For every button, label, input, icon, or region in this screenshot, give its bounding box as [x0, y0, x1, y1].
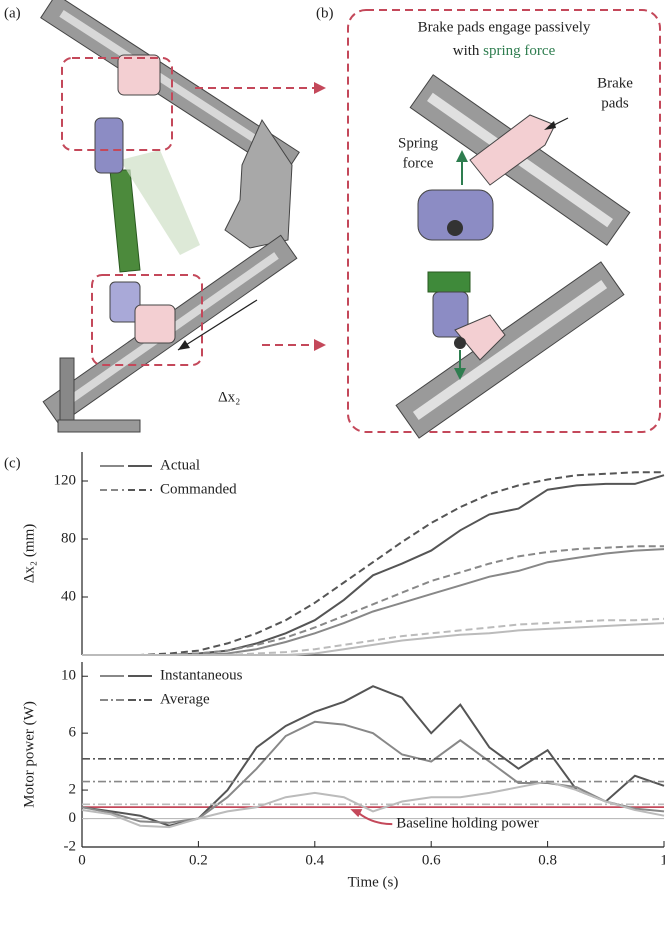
data-line — [82, 623, 664, 655]
y-axis-label: Motor power (W) — [21, 701, 37, 808]
x-tick-label: 0.6 — [422, 852, 441, 868]
legend-label: Actual — [160, 457, 200, 473]
y-tick-label: 2 — [69, 782, 77, 798]
brake-detail-drawing — [348, 10, 660, 438]
detail-title: with spring force — [453, 43, 556, 59]
y-tick-label: 80 — [61, 530, 76, 546]
detail-title: Brake pads engage passively — [418, 19, 591, 35]
legend-label: Average — [160, 691, 210, 707]
y-tick-label: 0 — [69, 810, 77, 826]
spring-force-label: force — [403, 155, 434, 171]
title-highlight: spring force — [483, 43, 555, 59]
x-tick-label: 0.8 — [538, 852, 557, 868]
arrow-head — [350, 809, 362, 817]
panel-label: (a) — [4, 5, 21, 21]
mechanism-drawing — [41, 0, 326, 432]
y-tick-label: 6 — [69, 725, 77, 741]
y-tick-label: 40 — [61, 588, 76, 604]
legend-label: Commanded — [160, 481, 237, 497]
y-axis-label: Δx₂ (mm) — [21, 524, 37, 583]
data-line — [82, 619, 664, 655]
x-tick-label: 0.4 — [305, 852, 324, 868]
x-tick-label: 1 — [660, 852, 665, 868]
y-tick-label: -2 — [64, 838, 77, 854]
legend-label: Instantaneous — [160, 667, 243, 683]
panel-label: (b) — [316, 5, 334, 21]
figure: (a) (b) (c) Δx₂ Brake pads engage passiv… — [0, 0, 665, 925]
x-tick-label: 0.2 — [189, 852, 208, 868]
delta-label: Δx₂ — [218, 389, 240, 405]
spring-force-label: Spring — [398, 135, 439, 151]
baseline-label: Baseline holding power — [396, 816, 538, 832]
x-tick-label: 0 — [78, 852, 86, 868]
title-text: with — [453, 43, 480, 59]
data-line — [82, 549, 664, 655]
x-axis-label: Time (s) — [348, 874, 399, 890]
baseline-arrow — [356, 811, 392, 824]
y-tick-label: 10 — [61, 668, 76, 684]
brake-pads-label: pads — [601, 95, 629, 111]
brake-pads-label: Brake — [597, 75, 633, 91]
y-tick-label: 120 — [54, 472, 77, 488]
panel-label: (c) — [4, 455, 21, 471]
